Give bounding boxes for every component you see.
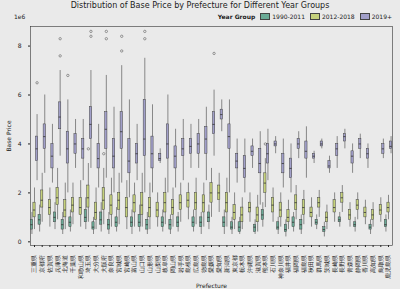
svg-text:群馬県: 群馬県 [315, 255, 322, 273]
svg-text:三重県: 三重県 [30, 255, 37, 273]
svg-text:佐賀県: 佐賀県 [45, 254, 53, 273]
svg-text:6: 6 [18, 91, 22, 98]
svg-text:新潟県: 新潟県 [223, 255, 230, 273]
svg-text:千葉県: 千葉県 [69, 255, 76, 273]
svg-text:愛知県: 愛知県 [215, 255, 222, 273]
svg-text:岐阜県: 岐阜県 [161, 255, 168, 273]
svg-text:北海道: 北海道 [61, 255, 68, 273]
svg-text:鹿児島県: 鹿児島県 [384, 255, 391, 279]
svg-text:鳥取県: 鳥取県 [377, 255, 384, 274]
svg-text:秋田県: 秋田県 [307, 255, 314, 273]
svg-text:Base Price: Base Price [5, 120, 12, 151]
svg-text:神奈川県: 神奈川県 [277, 255, 284, 279]
svg-text:島根県: 島根県 [184, 255, 191, 273]
html-text:1e6: 1e6 [14, 13, 26, 20]
html-text:2012-2018: 2012-2018 [322, 12, 355, 20]
html-text:Distribution of Base Price by: Distribution of Base Price by Prefecture… [70, 1, 330, 10]
svg-text:長野県: 長野県 [338, 255, 345, 273]
svg-text:岩手県: 岩手県 [177, 255, 184, 273]
svg-text:山形県: 山形県 [146, 255, 153, 273]
svg-text:茨城県: 茨城県 [323, 255, 330, 273]
svg-text:徳島県: 徳島県 [200, 255, 207, 273]
svg-text:大阪府: 大阪府 [100, 255, 107, 273]
html-text:1990-2011: 1990-2011 [272, 12, 305, 20]
svg-text:兵庫県: 兵庫県 [54, 255, 61, 273]
svg-text:大分県: 大分県 [92, 255, 99, 273]
svg-text:宮城県: 宮城県 [115, 255, 122, 273]
svg-text:8: 8 [18, 42, 22, 49]
svg-text:和歌山県: 和歌山県 [77, 255, 84, 279]
html-text:2019+: 2019+ [371, 12, 392, 20]
svg-text:沖縄県: 沖縄県 [246, 255, 253, 273]
svg-text:0: 0 [18, 238, 22, 245]
svg-text:宮崎県: 宮崎県 [123, 255, 130, 273]
svg-text:静岡県: 静岡県 [354, 255, 361, 273]
svg-text:埼玉県: 埼玉県 [84, 255, 91, 274]
svg-text:山口県: 山口県 [138, 255, 145, 273]
svg-text:広島県: 広島県 [192, 255, 199, 273]
svg-text:京都府: 京都府 [38, 255, 45, 273]
svg-text:福島県: 福島県 [300, 255, 307, 273]
svg-text:4: 4 [18, 140, 22, 147]
svg-text:山梨県: 山梨県 [154, 255, 161, 273]
svg-text:長崎県: 長崎県 [331, 255, 338, 273]
svg-text:青森県: 青森県 [346, 255, 353, 273]
svg-text:熊本県: 熊本県 [261, 255, 268, 273]
svg-text:東京都: 東京都 [231, 255, 238, 273]
svg-text:滋賀県: 滋賀県 [253, 254, 261, 273]
svg-text:石川県: 石川県 [269, 255, 276, 273]
svg-text:栃木県: 栃木県 [238, 255, 245, 273]
svg-text:岡山県: 岡山県 [169, 255, 176, 273]
svg-text:2: 2 [18, 189, 22, 196]
svg-text:福井県: 福井県 [284, 255, 291, 273]
svg-text:愛媛県: 愛媛県 [207, 255, 214, 273]
svg-text:Prefecture: Prefecture [196, 282, 227, 289]
html-text:Year Group: Year Group [217, 13, 256, 20]
svg-text:高知県: 高知県 [369, 255, 376, 273]
svg-text:福岡県: 福岡県 [292, 255, 299, 273]
svg-text:奈良県: 奈良県 [107, 255, 114, 273]
svg-text:富山県: 富山県 [130, 255, 137, 273]
svg-text:香川県: 香川県 [361, 255, 368, 273]
